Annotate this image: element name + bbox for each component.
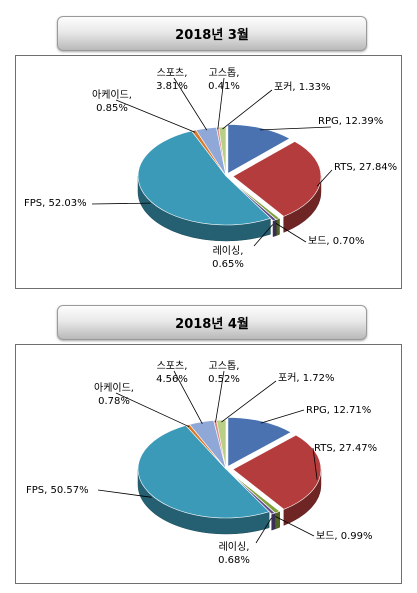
leader-line-poker (221, 380, 277, 423)
pie-chart-march: RPG, 12.39% RTS, 27.84% 보드, 0.70% 레이싱, 0.65%… (24, 67, 397, 270)
pie-slice-poker (216, 419, 227, 470)
data-label-poker: 포커, 1.72% (278, 372, 335, 384)
pie-side-racing (271, 512, 276, 531)
leader-line-board (275, 223, 307, 243)
chart-panel-april: RPG, 12.71% RTS, 27.47% 보드, 0.99% 레이싱, 0.68%… (15, 344, 402, 584)
chart-title-march: 2018년 3월 (57, 16, 367, 51)
pie-slice-fps (137, 425, 270, 519)
data-label-racing-name: 레이싱, (219, 541, 250, 553)
leader-line-arcade (115, 99, 196, 133)
data-label-arcade-name: 아케이드, (92, 89, 132, 101)
leader-line-fps (91, 202, 151, 205)
data-label-sports-name: 스포츠, (157, 67, 188, 79)
leader-line-gostop (215, 370, 225, 423)
data-label-sports-name: 스포츠, (157, 360, 188, 372)
data-label-racing-name: 레이싱, (213, 245, 244, 257)
data-label-racing-value: 0.68% (218, 555, 250, 566)
chart-title-april-text: 2018년 4월 (175, 317, 249, 332)
data-label-arcade-value: 0.85% (96, 103, 128, 114)
chart-title-march-text: 2018년 3월 (175, 28, 249, 43)
pie-slice-rts (232, 434, 322, 510)
data-label-rpg: RPG, 12.71% (306, 405, 371, 416)
leader-line-racing (255, 517, 272, 544)
leader-line-rts (316, 169, 333, 187)
leader-line-racing (253, 224, 274, 247)
leader-line-rpg (260, 409, 305, 424)
pie-tops (137, 124, 322, 226)
leader-line-arcade (115, 392, 190, 428)
data-label-board: 보드, 0.99% (316, 530, 373, 542)
leader-line-board (275, 516, 315, 537)
pie-slice-racing (228, 178, 277, 222)
data-label-poker: 포커, 1.33% (274, 81, 331, 93)
pie-slice-rts (232, 141, 322, 217)
data-label-gostop-name: 고스톱, (209, 360, 240, 372)
leader-line-fps (97, 489, 152, 498)
chart-title-april: 2018년 4월 (57, 305, 367, 340)
pie-labels: RPG, 12.39% RTS, 27.84% 보드, 0.70% 레이싱, 0.65%… (24, 67, 397, 270)
pie-side-board (276, 218, 280, 236)
pie-slice-racing (228, 471, 276, 515)
data-label-rts: RTS, 27.84% (334, 162, 397, 173)
pie-slice-rpg (227, 124, 291, 174)
pie-side-racing (272, 219, 277, 238)
data-label-board: 보드, 0.70% (308, 235, 365, 247)
data-label-rpg: RPG, 12.39% (318, 116, 383, 127)
data-label-fps: FPS, 50.57% (26, 485, 89, 496)
pie-slice-poker (218, 126, 227, 177)
data-label-fps: FPS, 52.03% (24, 198, 87, 209)
pie-chart-april: RPG, 12.71% RTS, 27.47% 보드, 0.99% 레이싱, 0.68%… (26, 360, 377, 566)
data-label-gostop-value: 0.52% (208, 374, 240, 385)
chart-panel-march: RPG, 12.39% RTS, 27.84% 보드, 0.70% 레이싱, 0.65%… (15, 55, 402, 289)
leader-line-gostop (217, 77, 225, 130)
data-label-gostop-value: 0.41% (208, 81, 240, 92)
data-label-sports-value: 4.56% (156, 374, 188, 385)
pie-slice-rpg (227, 417, 292, 467)
data-label-racing-value: 0.65% (212, 259, 244, 270)
data-label-gostop-name: 고스톱, (209, 67, 240, 79)
leader-line-rts (312, 447, 318, 480)
leader-line-sports (173, 370, 203, 425)
pie-slice-fps (137, 130, 272, 226)
data-label-arcade-name: 아케이드, (94, 382, 134, 394)
pie-side-board (274, 510, 280, 530)
leader-line-poker (222, 89, 273, 130)
leader-line-rpg (259, 126, 332, 131)
pie-labels: RPG, 12.71% RTS, 27.47% 보드, 0.99% 레이싱, 0.68%… (26, 360, 377, 566)
data-label-arcade-value: 0.78% (98, 396, 130, 407)
data-label-sports-value: 3.81% (156, 81, 188, 92)
leader-line-sports (173, 77, 208, 131)
data-label-rts: RTS, 27.47% (314, 443, 377, 454)
pie-tops (137, 417, 322, 519)
